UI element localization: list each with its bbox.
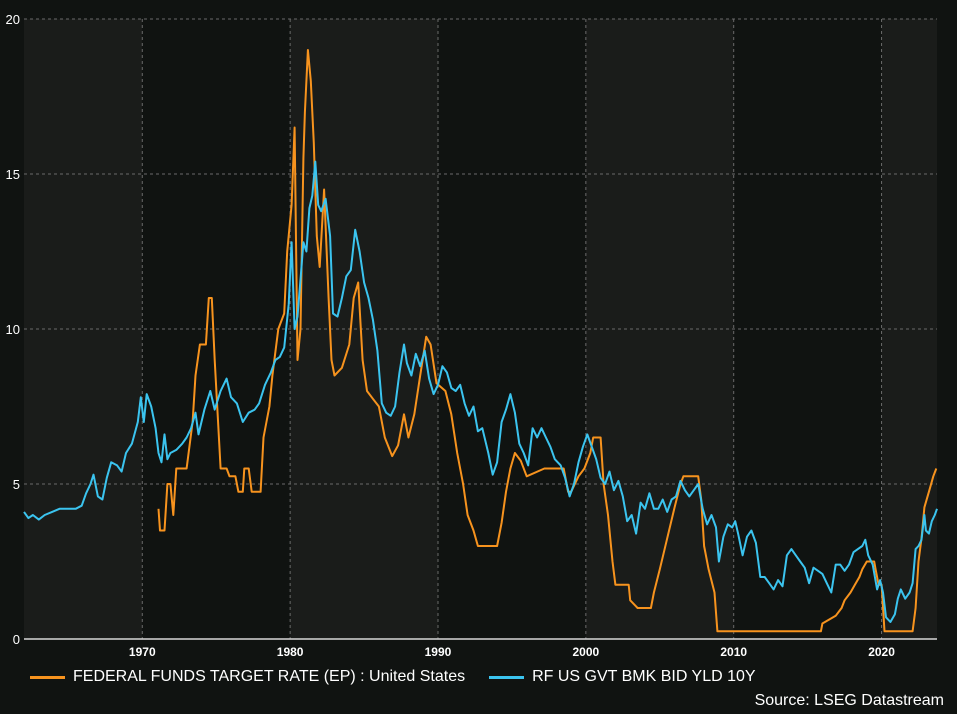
series-lines xyxy=(23,49,938,633)
series-line-10y-yield xyxy=(23,160,938,623)
source-note: Source: LSEG Datastream xyxy=(754,692,944,709)
legend-swatch-blue xyxy=(489,675,525,679)
legend-swatch-orange xyxy=(30,675,65,679)
legend-label: RF US GVT BMK BID YLD 10Y xyxy=(532,668,756,685)
x-tick-label: 2010 xyxy=(720,645,747,659)
x-tick-label: 1990 xyxy=(425,645,452,659)
series-line-fed-funds xyxy=(157,49,938,633)
plot-band xyxy=(24,19,143,639)
x-tick-label: 1970 xyxy=(129,645,156,659)
legend-item-10y-yield: RF US GVT BMK BID YLD 10Y xyxy=(489,668,756,686)
legend-item-fed-funds: FEDERAL FUNDS TARGET RATE (EP) : United … xyxy=(30,668,465,686)
axes: 0 5 10 15 20 1970 1980 1990 2000 2010 2020 xyxy=(6,12,937,659)
y-tick-label: 15 xyxy=(6,167,20,182)
y-tick-label: 10 xyxy=(6,322,20,337)
y-tick-label: 5 xyxy=(13,477,20,492)
legend-label: FEDERAL FUNDS TARGET RATE (EP) : United … xyxy=(73,668,466,685)
x-tick-label: 2000 xyxy=(572,645,599,659)
y-tick-label: 20 xyxy=(6,12,20,27)
legend: FEDERAL FUNDS TARGET RATE (EP) : United … xyxy=(30,668,780,686)
x-tick-label: 1980 xyxy=(277,645,304,659)
x-tick-label: 2020 xyxy=(868,645,895,659)
y-tick-label: 0 xyxy=(13,632,20,647)
